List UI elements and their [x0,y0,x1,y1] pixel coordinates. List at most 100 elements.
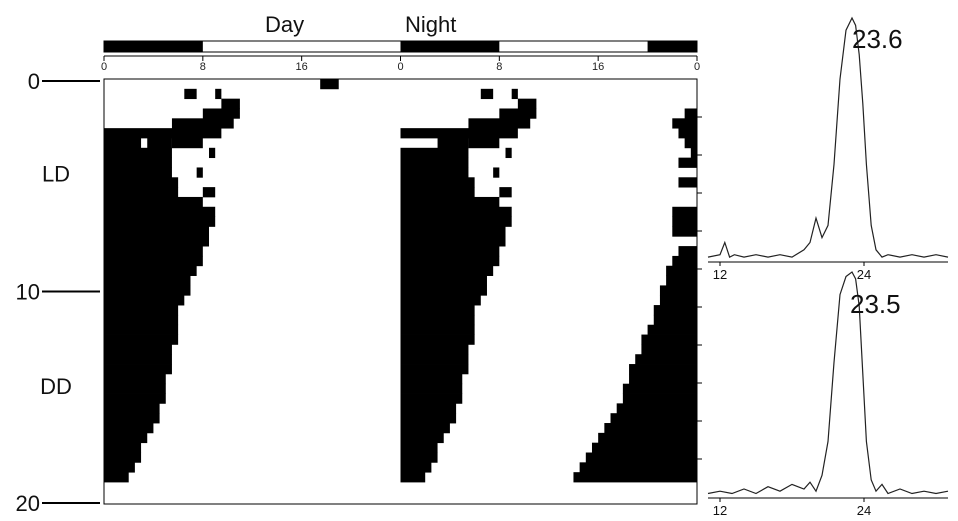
activity-bin [104,364,172,375]
activity-bin [104,157,172,168]
activity-bin [672,206,697,218]
top-tick-label: 0 [397,61,403,73]
activity-bin [400,236,506,247]
activity-bin [678,246,697,257]
activity-bin [610,413,697,424]
activity-bin [147,137,172,149]
activity-bin [400,275,487,286]
activity-bin [400,216,512,227]
activity-bin [629,364,697,375]
activity-bin [104,226,210,237]
activity-bin [659,295,697,306]
phase-label-ld: LD [42,162,70,187]
activity-bin [104,324,179,335]
activity-bin [104,206,216,218]
actogram-right-ticks [697,116,702,460]
periodogram-peak-label: 23.5 [850,289,901,319]
activity-bin [468,118,531,129]
activity-bin [400,452,438,463]
activity-bin [678,157,697,168]
activity-bin [468,137,500,149]
activity-bin [400,364,469,375]
activity-bin [400,373,463,385]
periodogram-tick-label: 12 [713,267,727,282]
activity-bin [672,226,697,237]
activity-bin [678,177,697,188]
activity-bin [215,88,222,100]
phase-labels: LD DD [40,162,72,400]
activity-bin [622,383,697,394]
activity-bin [104,275,191,286]
top-tick-label: 16 [592,61,604,73]
activity-bin [400,393,463,404]
header-day-label: Day [265,12,304,37]
activity-bin [196,167,203,178]
activity-bin [437,137,469,149]
activity-bin [400,157,469,168]
activity-bin [104,413,160,424]
activity-bin [221,98,240,109]
activity-bin [400,324,475,335]
activity-bin [499,187,512,198]
activity-bin [104,314,179,326]
activity-bin [400,344,469,355]
activity-bin [400,334,475,345]
activity-bin [171,118,234,129]
actogram-border [103,78,698,505]
activity-bin [579,462,697,473]
activity-bin [104,177,179,188]
activity-bin [104,137,142,149]
activity-bin [104,255,203,267]
dark-period-segment [647,41,697,52]
periodogram-ld: 12 24 23.6 [707,16,949,282]
activity-bin [400,147,469,159]
activity-bin [653,314,697,326]
top-tick-label: 8 [200,61,206,73]
activity-bin [672,118,697,129]
activity-bin [591,442,697,453]
activity-bin [517,98,537,109]
activity-bin [171,137,203,149]
periodogram-line [707,16,949,258]
activity-bin [672,255,697,267]
y-tick-label: 0 [28,69,40,94]
periodogram-tick-label: 24 [857,267,871,282]
activity-bin [104,423,154,434]
y-tick-label: 10 [16,280,40,305]
activity-bin [400,246,500,257]
activity-bin [104,147,172,159]
activity-bin [622,393,697,404]
y-axis: 0 10 20 [16,69,100,516]
periodogram-tick-label: 12 [713,503,727,518]
activity-bin [104,216,216,227]
activity-bin [104,432,148,444]
activity-bin [400,472,426,483]
phase-label-dd: DD [40,374,72,399]
activity-bin [400,128,518,139]
activity-bin [493,167,500,178]
lighting-bar [103,40,698,53]
top-tick-label: 0 [694,61,700,73]
activity-bin [616,403,697,414]
activity-bin [672,216,697,227]
activity-bin [104,167,172,178]
top-tick-label: 8 [496,61,502,73]
activity-bin [400,403,457,414]
activity-bin [104,472,129,483]
activity-bin [320,79,339,90]
activity-bin [202,187,216,198]
periodogram-dd: 12 24 23.5 [707,271,949,518]
activity-bin [573,472,697,483]
activity-bin [104,403,160,414]
activity-bin [202,108,240,119]
activity-bin [104,344,172,355]
top-axis: 0 8 16 0 8 16 0 [101,55,700,73]
activity-bin [690,147,697,159]
activity-bin [666,275,697,286]
activity-bin [400,285,487,296]
activity-bin [604,423,697,434]
activity-bin [400,226,506,237]
activity-bin [678,128,697,139]
activity-bin [400,432,444,444]
